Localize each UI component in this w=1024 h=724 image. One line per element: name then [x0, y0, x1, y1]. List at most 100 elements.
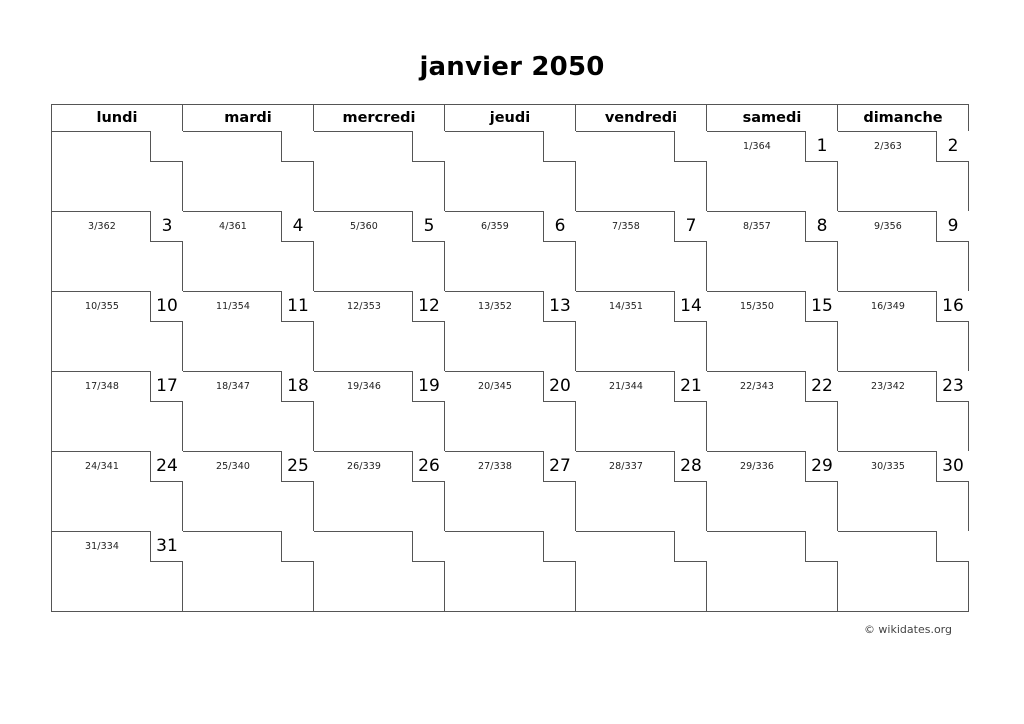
calendar-day-cell[interactable]: 24/341 24	[51, 451, 183, 532]
day-of-year-label: 10/355	[84, 301, 120, 312]
day-number-box[interactable]: 7	[674, 211, 707, 242]
calendar-day-cell[interactable]: 23/342 23	[837, 371, 969, 452]
calendar-day-cell[interactable]: 28/337 28	[575, 451, 707, 532]
day-number-box[interactable]: 28	[674, 451, 707, 482]
day-number-box[interactable]: 23	[936, 371, 969, 402]
day-number-box[interactable]: 17	[150, 371, 183, 402]
day-cell-inner	[707, 531, 838, 611]
calendar-day-cell-empty	[313, 531, 445, 612]
day-number: 4	[292, 216, 304, 236]
day-cell-inner: 27/338 27	[445, 451, 576, 531]
calendar-day-cell-empty	[444, 131, 576, 212]
day-cell-inner: 2/363 2	[838, 131, 969, 211]
day-number-box[interactable]: 9	[936, 211, 969, 242]
day-number: 12	[418, 296, 440, 316]
calendar-day-cell[interactable]: 20/345 20	[444, 371, 576, 452]
day-number-box[interactable]: 4	[281, 211, 314, 242]
day-number-box[interactable]: 30	[936, 451, 969, 482]
day-number-box[interactable]: 8	[805, 211, 838, 242]
calendar-day-cell[interactable]: 12/353 12	[313, 291, 445, 372]
day-of-year-label: 5/360	[350, 221, 378, 232]
calendar-day-cell[interactable]: 30/335 30	[837, 451, 969, 532]
calendar-table: lundi mardi mercredi jeudi vendredi samedi dim…	[51, 104, 969, 612]
calendar-day-cell[interactable]: 4/361 4	[182, 211, 314, 292]
day-number-box[interactable]: 21	[674, 371, 707, 402]
calendar-day-cell[interactable]: 26/339 26	[313, 451, 445, 532]
calendar-day-cell[interactable]: 11/354 11	[182, 291, 314, 372]
calendar-day-cell[interactable]: 19/346 19	[313, 371, 445, 452]
day-number-box[interactable]: 12	[412, 291, 445, 322]
day-cell-inner: 30/335 30	[838, 451, 969, 531]
calendar-day-cell[interactable]: 15/350 15	[706, 291, 838, 372]
day-number-box[interactable]: 11	[281, 291, 314, 322]
day-number-box	[150, 131, 183, 162]
calendar-day-cell[interactable]: 5/360 5	[313, 211, 445, 292]
day-number-box[interactable]: 29	[805, 451, 838, 482]
calendar-day-cell[interactable]: 29/336 29	[706, 451, 838, 532]
calendar-day-cell-empty	[182, 531, 314, 612]
day-number-box	[543, 531, 576, 562]
calendar-week-row: 24/341 24 25/340 25 26/339 26 27/338 27 28/337 28…	[51, 451, 969, 532]
calendar-day-cell[interactable]: 1/364 1	[706, 131, 838, 212]
day-number-box[interactable]: 20	[543, 371, 576, 402]
day-number-box[interactable]: 22	[805, 371, 838, 402]
day-number-box[interactable]: 27	[543, 451, 576, 482]
day-number-box	[412, 131, 445, 162]
day-cell-inner: 11/354 11	[183, 291, 314, 371]
day-number-box[interactable]: 2	[936, 131, 969, 162]
day-of-year-label: 12/353	[346, 301, 382, 312]
day-of-year-label: 17/348	[84, 381, 120, 392]
day-number-box[interactable]: 10	[150, 291, 183, 322]
day-of-year-label: 8/357	[743, 221, 771, 232]
day-number-box	[281, 531, 314, 562]
day-number-box[interactable]: 13	[543, 291, 576, 322]
calendar-day-cell[interactable]: 9/356 9	[837, 211, 969, 292]
day-number-box[interactable]: 18	[281, 371, 314, 402]
day-number-box[interactable]: 6	[543, 211, 576, 242]
calendar-day-cell[interactable]: 10/355 10	[51, 291, 183, 372]
day-number: 10	[156, 296, 178, 316]
day-number: 17	[156, 376, 178, 396]
calendar-day-cell[interactable]: 2/363 2	[837, 131, 969, 212]
weekday-header-row: lundi mardi mercredi jeudi vendredi samedi dim…	[51, 104, 969, 132]
calendar-day-cell[interactable]: 22/343 22	[706, 371, 838, 452]
calendar-day-cell[interactable]: 21/344 21	[575, 371, 707, 452]
calendar-day-cell[interactable]: 8/357 8	[706, 211, 838, 292]
calendar-week-row: 1/364 1 2/363 2	[51, 131, 969, 212]
day-of-year-label: 7/358	[612, 221, 640, 232]
day-number: 15	[811, 296, 833, 316]
day-of-year-label: 1/364	[743, 141, 771, 152]
calendar-day-cell[interactable]: 13/352 13	[444, 291, 576, 372]
day-of-year-label: 2/363	[874, 141, 902, 152]
day-cell-inner: 18/347 18	[183, 371, 314, 451]
day-number-box[interactable]: 14	[674, 291, 707, 322]
day-number-box[interactable]: 5	[412, 211, 445, 242]
calendar-day-cell[interactable]: 7/358 7	[575, 211, 707, 292]
day-number-box[interactable]: 3	[150, 211, 183, 242]
calendar-day-cell[interactable]: 16/349 16	[837, 291, 969, 372]
day-number-box[interactable]: 24	[150, 451, 183, 482]
day-number-box[interactable]: 15	[805, 291, 838, 322]
day-of-year-label: 23/342	[870, 381, 906, 392]
day-number-box[interactable]: 1	[805, 131, 838, 162]
calendar-body: 1/364 1 2/363 2 3/362 3 4/361 4 5/360 5 6/359 6 7/35…	[51, 131, 969, 612]
day-number-box[interactable]: 16	[936, 291, 969, 322]
calendar-day-cell[interactable]: 25/340 25	[182, 451, 314, 532]
day-number-box[interactable]: 26	[412, 451, 445, 482]
calendar-day-cell[interactable]: 3/362 3	[51, 211, 183, 292]
day-number-box[interactable]: 19	[412, 371, 445, 402]
calendar-day-cell[interactable]: 27/338 27	[444, 451, 576, 532]
day-number-box[interactable]: 25	[281, 451, 314, 482]
calendar-day-cell[interactable]: 14/351 14	[575, 291, 707, 372]
calendar-day-cell[interactable]: 17/348 17	[51, 371, 183, 452]
day-cell-inner: 22/343 22	[707, 371, 838, 451]
day-cell-inner: 3/362 3	[52, 211, 183, 291]
day-cell-inner	[838, 531, 969, 611]
day-number-box[interactable]: 31	[150, 531, 183, 562]
calendar-day-cell-empty	[182, 131, 314, 212]
calendar-day-cell[interactable]: 31/334 31	[51, 531, 183, 612]
day-number-box	[936, 531, 969, 562]
calendar-day-cell[interactable]: 6/359 6	[444, 211, 576, 292]
day-of-year-label: 20/345	[477, 381, 513, 392]
calendar-day-cell[interactable]: 18/347 18	[182, 371, 314, 452]
